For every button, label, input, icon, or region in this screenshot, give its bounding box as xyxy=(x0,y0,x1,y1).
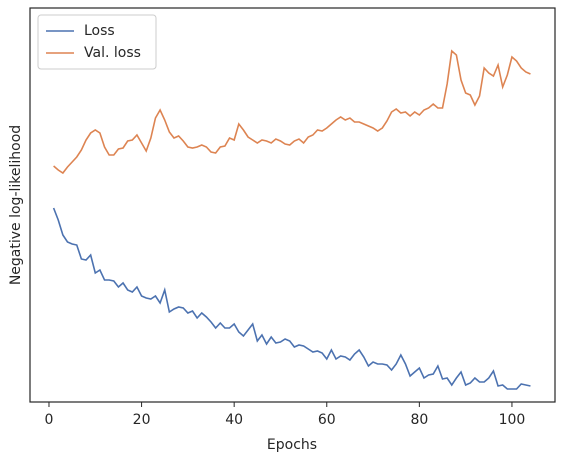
x-tick-label: 20 xyxy=(133,412,151,428)
x-tick-label: 0 xyxy=(45,412,54,428)
legend-label: Val. loss xyxy=(84,45,141,61)
x-tick-label: 80 xyxy=(410,412,428,428)
plot-frame xyxy=(29,7,556,403)
x-axis-label: Epochs xyxy=(267,437,317,453)
x-tick-label: 100 xyxy=(499,412,526,428)
legend-box xyxy=(37,14,157,70)
x-tick-label: 60 xyxy=(318,412,336,428)
legend-label: Loss xyxy=(84,23,115,39)
x-tick-label: 40 xyxy=(225,412,243,428)
series-line xyxy=(53,49,531,175)
y-axis-label: Negative log-likelihood xyxy=(8,125,24,285)
series-line xyxy=(52,207,531,390)
